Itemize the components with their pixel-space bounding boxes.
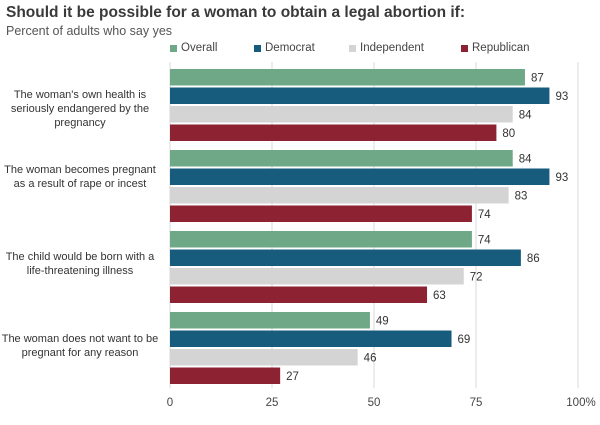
- legend-label-independent: Independent: [360, 42, 424, 54]
- data-label-illness-overall: 74: [478, 234, 491, 246]
- bar-health-overall: [170, 69, 525, 86]
- data-label-rape-incest-independent: 83: [515, 190, 528, 202]
- bar-health-independent: [170, 106, 513, 123]
- category-label-illness: The child would be born with a life-thre…: [5, 251, 155, 277]
- chart-title: Should it be possible for a woman to obt…: [6, 4, 465, 21]
- chart-subtitle: Percent of adults who say yes: [6, 24, 173, 38]
- data-label-any-reason-democrat: 69: [458, 334, 471, 346]
- legend-swatch-overall: [170, 44, 177, 52]
- legend-item-democrat: Democrat: [254, 42, 315, 54]
- legend-swatch-independent: [349, 44, 356, 52]
- bar-illness-overall: [170, 231, 472, 248]
- legend-label-republican: Republican: [472, 42, 530, 54]
- data-label-any-reason-overall: 49: [376, 315, 389, 327]
- data-label-illness-republican: 63: [433, 290, 446, 302]
- bar-rape-incest-independent: [170, 187, 509, 204]
- data-label-health-republican: 80: [502, 128, 515, 140]
- data-label-illness-democrat: 86: [527, 253, 540, 265]
- data-label-any-reason-independent: 46: [364, 352, 377, 364]
- legend-label-democrat: Democrat: [265, 42, 315, 54]
- bar-any-reason-independent: [170, 349, 358, 366]
- data-label-rape-incest-democrat: 93: [555, 172, 568, 184]
- legend-item-independent: Independent: [349, 42, 424, 54]
- data-label-health-independent: 84: [519, 109, 532, 121]
- data-label-health-overall: 87: [531, 72, 544, 84]
- bar-illness-democrat: [170, 249, 521, 266]
- bar-illness-republican: [170, 286, 428, 303]
- bar-any-reason-overall: [170, 312, 370, 329]
- x-tick-label-25: 25: [266, 397, 279, 409]
- legend-label-overall: Overall: [181, 42, 218, 54]
- x-tick-label-0: 0: [167, 397, 173, 409]
- data-label-rape-incest-overall: 84: [519, 153, 532, 165]
- data-label-rape-incest-republican: 74: [478, 209, 491, 221]
- bar-any-reason-democrat: [170, 330, 452, 347]
- legend-swatch-republican: [461, 44, 468, 52]
- legend-item-overall: Overall: [170, 42, 217, 54]
- x-tick-label-50: 50: [368, 397, 381, 409]
- category-label-any-reason: The woman does not want to be pregnant f…: [1, 333, 159, 359]
- legend: Overall Democrat Independent Republican: [0, 42, 600, 56]
- category-label-health: The woman's own health is seriously enda…: [10, 89, 150, 129]
- x-tick-label-75: 75: [470, 397, 483, 409]
- bar-illness-independent: [170, 268, 464, 285]
- bar-any-reason-republican: [170, 367, 281, 384]
- bar-health-democrat: [170, 87, 550, 104]
- bar-health-republican: [170, 124, 497, 141]
- legend-swatch-democrat: [254, 44, 261, 52]
- bar-rape-incest-republican: [170, 205, 472, 222]
- data-label-any-reason-republican: 27: [286, 371, 299, 383]
- legend-item-republican: Republican: [461, 42, 530, 54]
- bar-rape-incest-democrat: [170, 168, 550, 185]
- data-label-health-democrat: 93: [555, 91, 568, 103]
- data-label-illness-independent: 72: [470, 271, 483, 283]
- x-tick-label-100: 100%: [566, 397, 595, 409]
- category-label-rape-incest: The woman becomes pregnant as a result o…: [4, 164, 156, 190]
- bar-rape-incest-overall: [170, 150, 513, 167]
